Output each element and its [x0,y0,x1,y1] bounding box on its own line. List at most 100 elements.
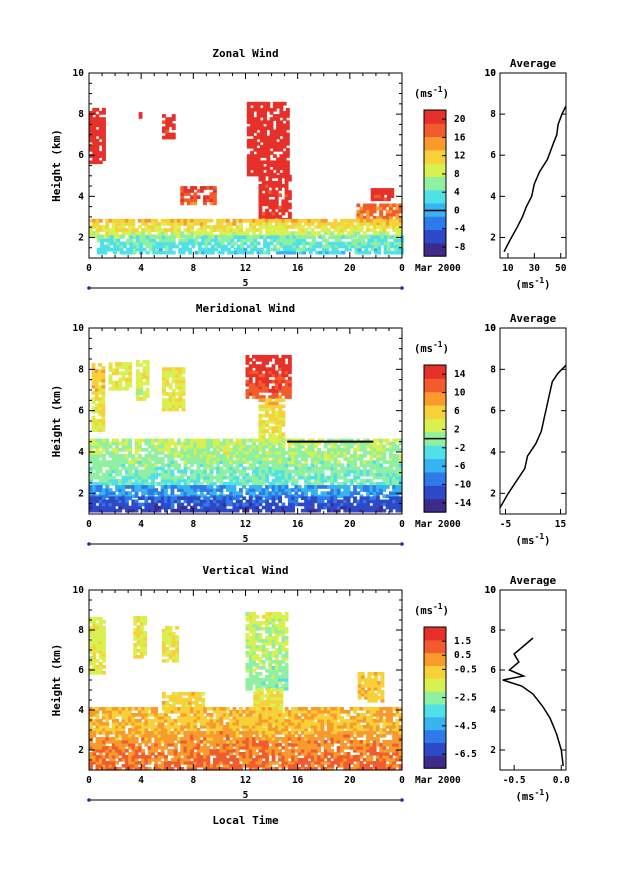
heatmap-cell [353,225,357,229]
heatmap-cell [232,444,237,449]
heatmap-cell [307,488,312,492]
heatmap-cell [276,160,280,165]
heatmap-cell [265,404,269,409]
heatmap-cell [124,441,129,446]
colorbar-band [424,498,446,513]
heatmap-cell [135,363,140,367]
heatmap-cell [369,499,374,504]
heatmap-cell [190,469,194,474]
heatmap-cell [108,368,113,372]
heatmap-cell [102,123,106,128]
heatmap-cell [131,508,136,513]
heatmap-cell [353,228,357,232]
heatmap-cell [181,407,186,412]
heatmap-cell [258,645,263,649]
heatmap-cell [258,488,263,492]
heatmap-cell [284,205,289,210]
unit-close: ) [443,343,449,355]
heatmap-cell [101,397,106,401]
heatmap-cell [395,472,400,477]
heatmap-cell [265,398,269,402]
heatmap-cell [338,250,342,255]
heatmap-cell [336,447,341,452]
heatmap-cell [281,672,286,676]
heatmap-cell [227,247,232,252]
heatmap-cell [222,502,227,507]
heatmap-cell [178,698,183,702]
heatmap-cell [308,247,313,252]
heatmap-cell [387,247,391,252]
heatmap-cell [281,457,286,461]
heatmap-cell [250,123,254,128]
heatmap-cell [385,438,390,443]
heatmap-cell [216,234,221,239]
colorbar-band [424,391,446,406]
heatmap-cell [333,488,338,492]
heatmap-cell [167,457,172,461]
heatmap-cell [196,231,201,235]
heatmap-cell [282,169,287,174]
heatmap-cell [180,478,185,483]
heatmap-cell [356,472,361,477]
heatmap-cell [282,111,287,115]
heatmap-cell [92,120,97,124]
heatmap-cell [284,505,289,510]
avg-y-tick-label: 2 [490,488,496,499]
heatmap-cell [287,478,292,483]
heatmap-cell [395,228,400,232]
heatmap-cell [398,502,403,507]
heatmap-cell [256,117,261,121]
heatmap-cell [362,466,367,471]
heatmap-cell [206,454,211,458]
heatmap-cell [255,385,260,390]
heatmap-cell [269,700,274,704]
heatmap-cell [108,218,113,223]
heatmap-cell [284,354,289,359]
heatmap-cell [157,225,162,229]
heatmap-cell [168,373,173,378]
heatmap-cell [190,457,194,461]
heatmap-cell [225,475,230,480]
heatmap-cell [272,247,277,252]
heatmap-cell [92,132,97,137]
heatmap-cell [147,231,152,235]
heatmap-cell [271,499,276,504]
heatmap-cell [266,104,271,109]
heatmap-cell [154,454,159,458]
heatmap-cell [287,382,292,387]
heatmap-cell [292,250,297,255]
heatmap-cell [278,478,282,483]
heatmap-cell [248,379,253,384]
heatmap-cell [395,460,400,464]
heatmap-cell [272,163,277,168]
heatmap-cell [366,494,370,499]
heatmap-cell [98,123,103,128]
heatmap-cell [245,636,250,640]
heatmap-cell [181,367,186,371]
heatmap-cell [265,231,269,235]
heatmap-cell [252,648,256,652]
heatmap-cell [201,247,206,252]
heatmap-cell [333,441,338,446]
heatmap-cell [162,659,166,663]
heatmap-cell [162,392,166,396]
heatmap-cell [271,463,276,468]
heatmap-cell [111,371,116,376]
heatmap-cell [281,361,286,365]
heatmap-cell [375,482,380,486]
heatmap-cell [346,485,351,489]
heatmap-cell [387,188,391,192]
heatmap-cell [167,466,172,471]
heatmap-cell [206,444,211,449]
heatmap-cell [160,482,165,486]
heatmap-cell [349,466,354,471]
heatmap-cell [346,218,351,223]
heatmap-cell [222,454,227,458]
colorbar-band [424,216,446,231]
heatmap-cell [274,612,279,616]
heatmap-cell [274,410,279,415]
heatmap-cell [225,463,230,468]
heatmap-cell [281,354,286,359]
heatmap-cell [248,627,253,631]
heatmap-cell [317,505,322,510]
